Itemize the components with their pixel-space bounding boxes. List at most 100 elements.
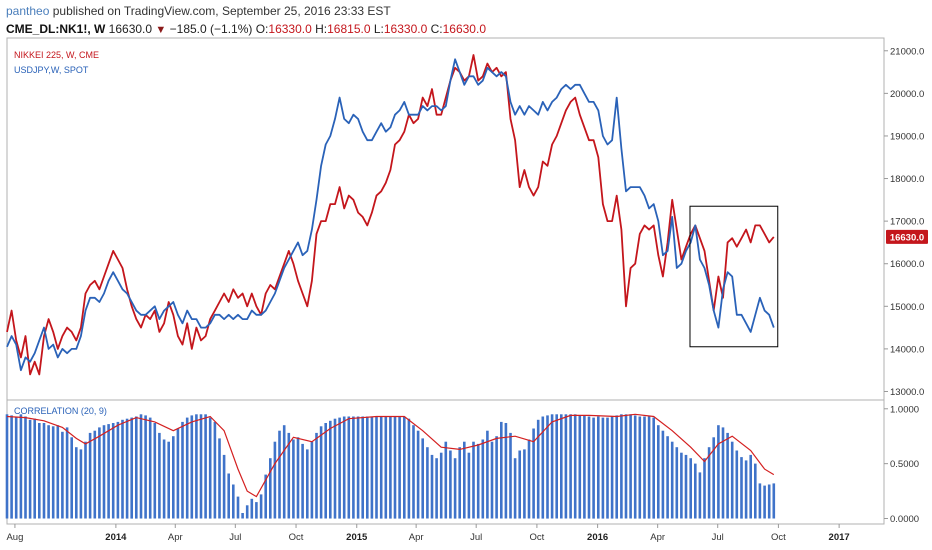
correlation-bar (306, 449, 309, 519)
correlation-bar (250, 498, 254, 519)
correlation-bar (61, 431, 64, 519)
legend-usdjpy: USDJPY,W, SPOT (14, 65, 89, 75)
price-axis-label: 14000.0 (890, 344, 924, 355)
correlation-bar (467, 452, 471, 519)
correlation-bar (125, 418, 129, 519)
correlation-bar (624, 414, 628, 519)
correlation-bar (578, 415, 582, 519)
correlation-bar (633, 415, 637, 519)
time-axis-label: Jul (712, 532, 724, 543)
correlation-bar (703, 458, 706, 519)
correlation-bar (564, 414, 568, 519)
correlation-bar (342, 416, 346, 519)
down-triangle-icon: ▼ (155, 24, 167, 36)
correlation-bar (698, 472, 702, 519)
correlation-bar (407, 418, 411, 519)
correlation-bar (592, 417, 595, 519)
correlation-bar (190, 415, 194, 519)
open-value: 16330.0 (268, 22, 312, 36)
correlation-pane[interactable]: 1.0000 0.5000 0.0000 CORRELATION (20, 9) (5, 399, 919, 525)
correlation-bar (583, 415, 586, 519)
price-axis-label: 19000.0 (890, 131, 924, 142)
correlation-bar (366, 416, 369, 519)
correlation-bar (416, 430, 420, 519)
correlation-bar (426, 447, 429, 519)
last-price: 16630.0 (108, 22, 153, 36)
correlation-bar (167, 441, 170, 519)
correlation-bar (550, 414, 554, 519)
correlation-bar (116, 421, 120, 519)
correlation-bar (204, 414, 207, 519)
high-label: H: (315, 22, 328, 36)
time-axis[interactable]: Aug 2014 Apr Jul Oct 2015 Apr Jul Oct 2016 Apr Jul O… (6, 524, 850, 543)
correlation-bar (84, 441, 87, 519)
correlation-axis[interactable]: 1.0000 0.5000 0.0000 (884, 404, 919, 525)
correlation-bar (597, 416, 600, 519)
correlation-bar (245, 505, 249, 519)
correlation-bar (24, 416, 27, 519)
correlation-bar (47, 425, 50, 519)
correlation-bar (287, 432, 291, 519)
open-label: O: (255, 22, 269, 36)
correlation-title-text: CORRELATION (20, 9) (14, 406, 107, 416)
correlation-bar (680, 452, 683, 519)
correlation-bar (208, 417, 212, 519)
correlation-bar (513, 458, 517, 519)
time-axis-label: Oct (289, 532, 304, 543)
correlation-bar (504, 423, 508, 519)
signal-line (6, 413, 775, 498)
correlation-bar (42, 423, 46, 519)
correlation-bar (541, 416, 545, 519)
correlation-bar (264, 474, 267, 519)
last-price-badge-label: 16630.0 (890, 232, 924, 243)
correlation-bar (481, 439, 485, 519)
correlation-bar (361, 416, 364, 519)
price-axis-label: 21000.0 (890, 46, 924, 57)
time-axis-label: 2015 (346, 532, 368, 543)
correlation-signal (6, 413, 775, 498)
correlation-bar (148, 417, 152, 519)
correlation-bar (93, 430, 97, 519)
correlation-bar (301, 443, 304, 519)
correlation-bar (102, 425, 106, 519)
time-axis-label: 2017 (829, 532, 850, 543)
price-axis[interactable]: 21000.0 20000.0 19000.0 18000.0 17000.0 16000… (884, 46, 924, 398)
correlation-bar (222, 454, 226, 519)
author-link[interactable]: pantheo (6, 4, 50, 18)
correlation-bar (162, 439, 166, 519)
correlation-bar (689, 458, 692, 519)
correlation-bar (236, 496, 240, 519)
correlation-bar (98, 427, 101, 519)
correlation-bar (712, 437, 715, 519)
correlation-bar (573, 414, 577, 519)
correlation-bar (536, 419, 540, 519)
main-pane[interactable]: 21000.0 20000.0 19000.0 18000.0 17000.0 16000… (6, 37, 928, 401)
correlation-bar (606, 417, 609, 519)
correlation-bar (740, 457, 743, 519)
main-pane-frame (6, 37, 885, 401)
correlation-axis-label: 0.5000 (890, 459, 919, 470)
correlation-bar (19, 414, 23, 519)
correlation-bar (772, 483, 776, 519)
correlation-bar (56, 425, 60, 519)
correlation-bar (158, 432, 161, 519)
correlation-bar (721, 427, 725, 519)
correlation-bar (735, 450, 739, 519)
symbol-name: CME_DL:NK1!, W (6, 22, 106, 36)
correlation-bar (218, 438, 221, 519)
correlation-bar (38, 423, 41, 519)
correlation-bar (435, 458, 438, 519)
correlation-bar (661, 430, 665, 519)
publish-text: published on TradingView.com, September … (49, 4, 391, 18)
correlation-bar (282, 425, 286, 519)
close-value: 16630.0 (442, 22, 486, 36)
correlation-bar (629, 414, 632, 519)
correlation-bar (763, 485, 766, 519)
correlation-bar (88, 432, 92, 519)
correlation-bar (767, 484, 771, 519)
correlation-bar (393, 416, 397, 519)
correlation-bar (292, 439, 295, 519)
correlation-bar (144, 415, 147, 519)
correlation-bar (227, 473, 230, 519)
